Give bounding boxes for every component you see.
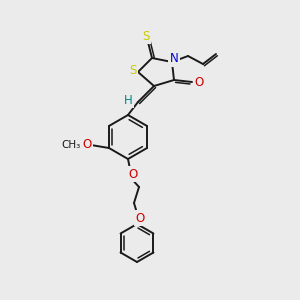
Text: O: O	[135, 212, 145, 224]
Text: N: N	[169, 52, 178, 65]
Text: O: O	[194, 76, 204, 88]
Text: S: S	[129, 64, 137, 77]
Text: S: S	[142, 29, 150, 43]
Text: O: O	[128, 167, 138, 181]
Text: H: H	[124, 94, 132, 106]
Text: CH₃: CH₃	[61, 140, 81, 150]
Text: O: O	[82, 139, 92, 152]
